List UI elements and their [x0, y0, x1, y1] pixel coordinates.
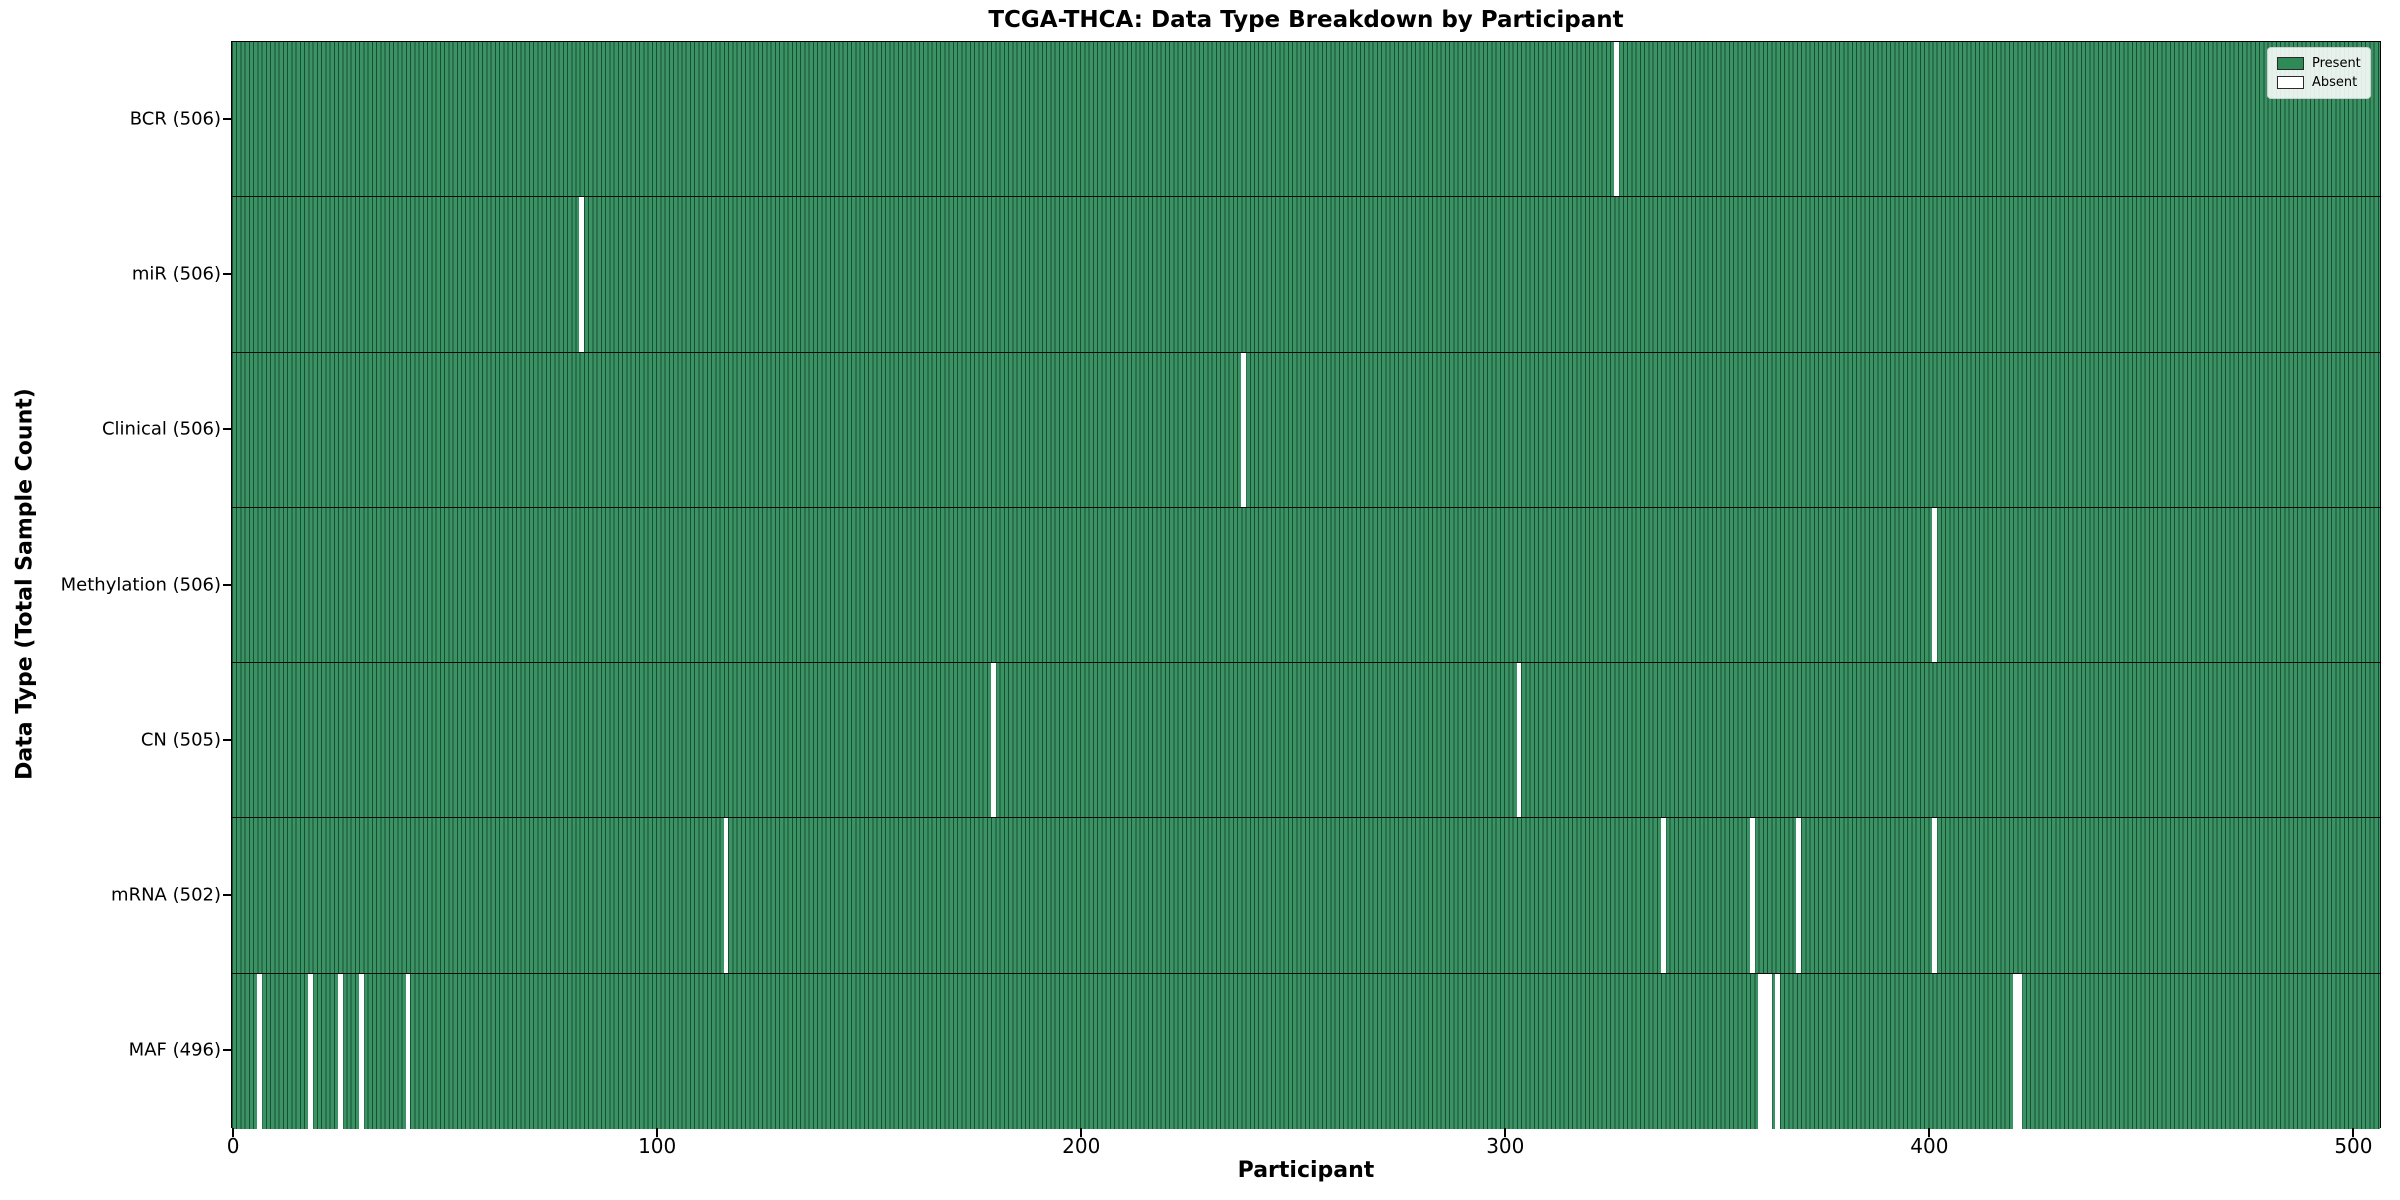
absent-marker — [1796, 818, 1802, 973]
x-tick-mark — [232, 1128, 235, 1137]
x-axis-label: Participant — [1237, 1158, 1375, 1183]
x-tick-mark — [1928, 1128, 1931, 1137]
legend-label: Present — [2312, 56, 2361, 71]
x-tick-mark — [1080, 1128, 1083, 1137]
absent-marker — [1749, 818, 1755, 973]
legend-swatch-absent — [2277, 76, 2304, 89]
data-row-miR — [232, 197, 2380, 353]
absent-marker — [257, 973, 262, 1129]
x-tick-label: 500 — [2334, 1134, 2373, 1158]
data-row-MAF — [232, 973, 2380, 1129]
y-tick-label: BCR (506) — [129, 108, 221, 130]
absent-marker — [1762, 973, 1768, 1129]
y-tick-mark — [223, 583, 231, 586]
absent-marker — [723, 818, 729, 973]
absent-marker — [1614, 42, 1619, 197]
absent-marker — [1932, 507, 1938, 663]
absent-marker — [1775, 973, 1781, 1129]
data-row-BCR — [232, 42, 2380, 198]
y-tick-label: miR (506) — [131, 263, 221, 285]
y-tick-mark — [223, 894, 231, 897]
legend-label: Absent — [2312, 75, 2358, 90]
x-tick-mark — [2352, 1128, 2355, 1137]
x-tick-label: 300 — [1486, 1134, 1525, 1158]
y-tick-mark — [223, 738, 231, 741]
data-row-Methylation — [232, 507, 2380, 664]
absent-marker — [308, 973, 313, 1129]
absent-marker — [1766, 973, 1772, 1129]
absent-marker — [1240, 352, 1246, 507]
x-tick-label: 100 — [638, 1134, 677, 1158]
x-tick-mark — [1504, 1128, 1507, 1137]
absent-marker — [405, 973, 411, 1129]
x-tick-label: 200 — [1062, 1134, 1101, 1158]
y-tick-mark — [223, 117, 231, 120]
absent-marker — [358, 973, 364, 1129]
y-tick-mark — [223, 1049, 231, 1052]
absent-marker — [579, 197, 585, 352]
data-row-mRNA — [232, 818, 2380, 974]
x-tick-mark — [656, 1128, 659, 1137]
legend-item: Absent — [2277, 73, 2361, 92]
absent-marker — [1758, 973, 1764, 1129]
absent-marker — [2017, 973, 2022, 1129]
absent-marker — [337, 973, 343, 1129]
x-tick-label: 400 — [1910, 1134, 1949, 1158]
data-row-CN — [232, 663, 2380, 819]
absent-marker — [1516, 663, 1522, 818]
absent-marker — [990, 663, 996, 818]
y-tick-mark — [223, 428, 231, 431]
absent-marker — [1932, 818, 1938, 973]
legend-swatch-present — [2277, 57, 2304, 70]
y-tick-label: mRNA (502) — [111, 884, 221, 906]
y-tick-mark — [223, 272, 231, 275]
y-tick-label: Methylation (506) — [60, 574, 221, 595]
plot-area — [231, 41, 2381, 1129]
y-tick-label: MAF (496) — [128, 1039, 221, 1061]
absent-marker — [1660, 818, 1666, 973]
x-tick-label: 0 — [226, 1134, 240, 1158]
data-row-Clinical — [232, 352, 2380, 508]
y-tick-label: Clinical (506) — [101, 418, 221, 440]
y-tick-label: CN (505) — [140, 729, 221, 751]
chart-title: TCGA-THCA: Data Type Breakdown by Partic… — [988, 7, 1624, 33]
legend-item: Present — [2277, 54, 2361, 73]
legend: Present Absent — [2267, 47, 2371, 99]
absent-marker — [2012, 973, 2018, 1129]
